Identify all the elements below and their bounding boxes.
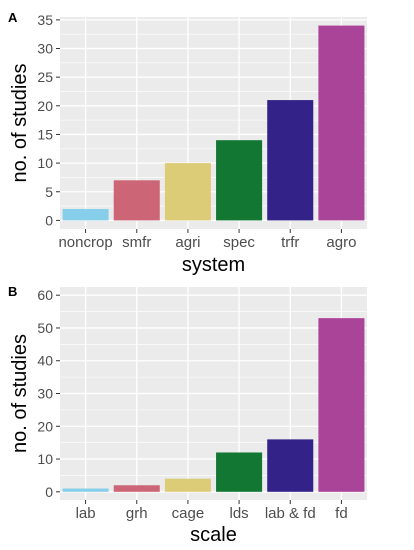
panel-b-letter: B (8, 284, 17, 299)
x-tick-label: spec (223, 234, 255, 251)
bar-spec (216, 140, 263, 221)
y-tick-label: 10 (37, 155, 53, 171)
bar-grh (113, 485, 160, 492)
y-axis-title: no. of studies (9, 334, 31, 453)
bar-agri (164, 163, 211, 221)
x-tick-label: noncrop (58, 234, 112, 251)
x-tick-label: grh (126, 505, 148, 522)
y-tick-label: 0 (45, 212, 53, 228)
y-tick-label: 50 (37, 320, 53, 336)
x-axis-title: scale (190, 524, 237, 546)
x-tick-label: lab (76, 505, 96, 522)
x-tick-label: smfr (122, 234, 151, 251)
y-tick-label: 20 (37, 98, 53, 114)
y-tick-label: 25 (37, 69, 53, 85)
y-tick-label: 10 (37, 451, 53, 467)
y-tick-label: 0 (45, 484, 53, 500)
x-axis-title: system (182, 254, 245, 276)
y-tick-label: 5 (45, 184, 53, 200)
y-axis-title: no. of studies (9, 64, 31, 183)
y-tick-label: 15 (37, 126, 53, 142)
panel-a-letter: A (8, 10, 18, 25)
x-tick-label: fd (335, 505, 348, 522)
x-tick-label: lds (229, 505, 248, 522)
bar-trfr (267, 100, 314, 221)
x-tick-label: lab & fd (265, 505, 316, 522)
x-tick-label: cage (172, 505, 205, 522)
bar-lds (216, 452, 263, 492)
y-tick-label: 35 (37, 12, 53, 28)
bar-lab-fd (267, 439, 314, 492)
bar-lab (62, 488, 109, 492)
y-tick-label: 40 (37, 353, 53, 369)
plot-background (60, 17, 367, 229)
x-tick-label: trfr (281, 234, 299, 251)
bar-smfr (113, 180, 160, 221)
panel-a: A 0 5 10 15 20 25 30 35 noncrop smfr agri spec trfr a… (8, 10, 367, 276)
x-tick-label: agri (175, 234, 200, 251)
y-tick-label: 60 (37, 287, 53, 303)
bar-fd (318, 318, 365, 492)
panel-b: B 0 10 20 30 40 50 60 lab grh cage lds lab & fd fd sc… (8, 284, 367, 546)
y-tick-label: 20 (37, 418, 53, 434)
bar-cage (164, 478, 211, 492)
bar-noncrop (62, 208, 109, 221)
y-tick-label: 30 (37, 41, 53, 57)
y-tick-label: 30 (37, 386, 53, 402)
bar-agro (318, 25, 365, 221)
x-tick-label: agro (326, 234, 356, 251)
